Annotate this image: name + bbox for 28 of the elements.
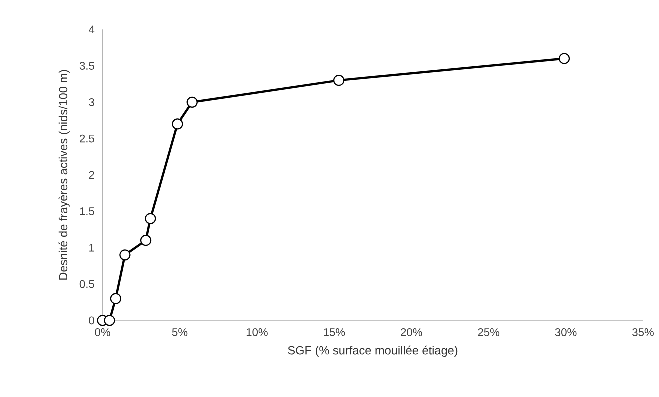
point xyxy=(145,213,156,224)
x-tick-label: 25% xyxy=(478,328,500,336)
x-axis-title: SGF (% surface mouillée étiage) xyxy=(288,346,458,358)
y-tick-label: 0 xyxy=(89,316,94,325)
x-tick-label: 15% xyxy=(324,328,346,336)
point xyxy=(172,118,184,130)
y-tick-label: 3.5 xyxy=(80,62,94,70)
x-tick-label: 0% xyxy=(95,328,110,336)
y-axis-title: Desnité de frayères actives (nids/100 m) xyxy=(58,70,70,280)
point xyxy=(110,293,122,304)
x-tick-label: 30% xyxy=(555,328,577,336)
point xyxy=(333,75,345,86)
y-tick-label: 2.5 xyxy=(80,134,94,143)
point xyxy=(104,315,116,326)
y-tick-label: 1 xyxy=(90,244,94,252)
point xyxy=(558,53,570,64)
y-tick-label: 1.5 xyxy=(80,208,94,216)
point xyxy=(140,235,152,246)
x-tick-label: 35% xyxy=(632,328,654,336)
y-tick-label: 4 xyxy=(89,26,95,34)
point xyxy=(186,96,198,108)
y-tick-label: 2 xyxy=(89,171,94,180)
x-tick-label: 10% xyxy=(246,328,268,336)
x-tick-label: 5% xyxy=(172,328,188,336)
point xyxy=(120,250,131,261)
y-tick-label: 0.5 xyxy=(80,280,94,288)
y-tick-label: 3 xyxy=(89,98,94,106)
x-tick-label: 20% xyxy=(401,328,422,336)
